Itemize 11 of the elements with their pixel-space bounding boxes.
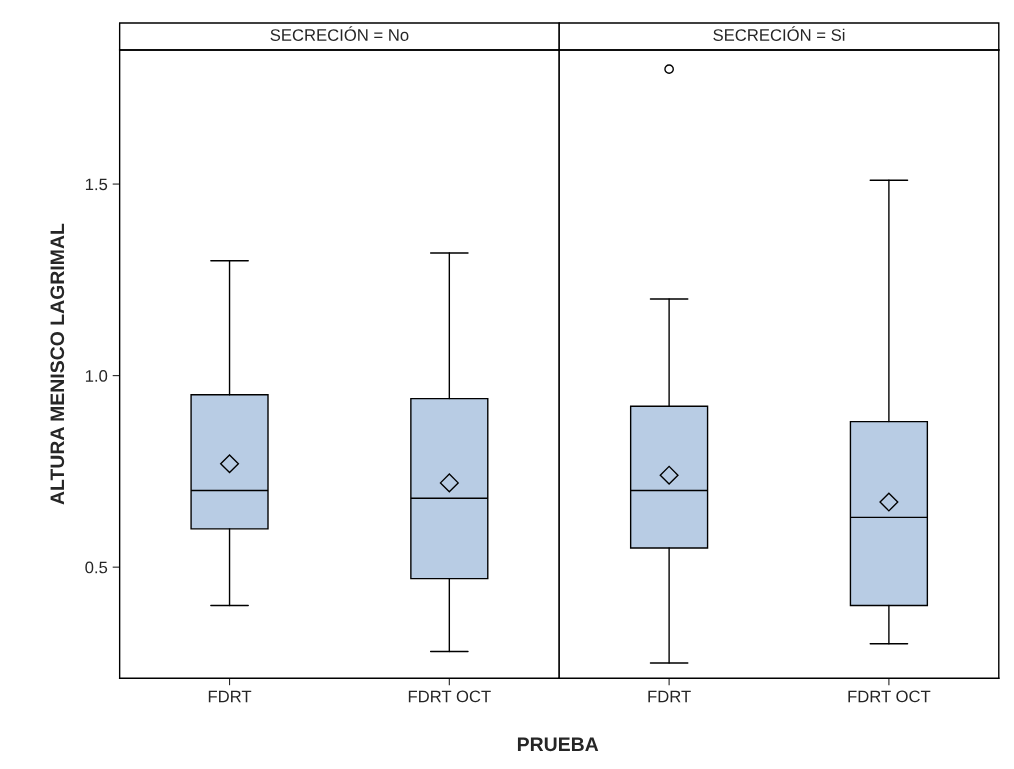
chart-title: SECRECIÓN = No: [270, 26, 409, 41]
y-tick-label: 1.5: [85, 178, 108, 191]
y-axis-title: ALTURA MENISCO LAGRIMAL: [50, 223, 65, 505]
y-tick-label: 1.0: [85, 370, 108, 382]
x-tick-label: FDRT OCT: [848, 690, 931, 703]
y-tick-label: 0.5: [85, 561, 108, 574]
chart-title: SECRECIÓN = Si: [713, 26, 845, 41]
x-tick-label: FDRT: [648, 690, 691, 703]
x-axis-title: PRUEBA: [517, 737, 599, 752]
x-tick-label: FDRT OCT: [408, 690, 491, 703]
x-tick-label: FDRT: [208, 690, 252, 703]
